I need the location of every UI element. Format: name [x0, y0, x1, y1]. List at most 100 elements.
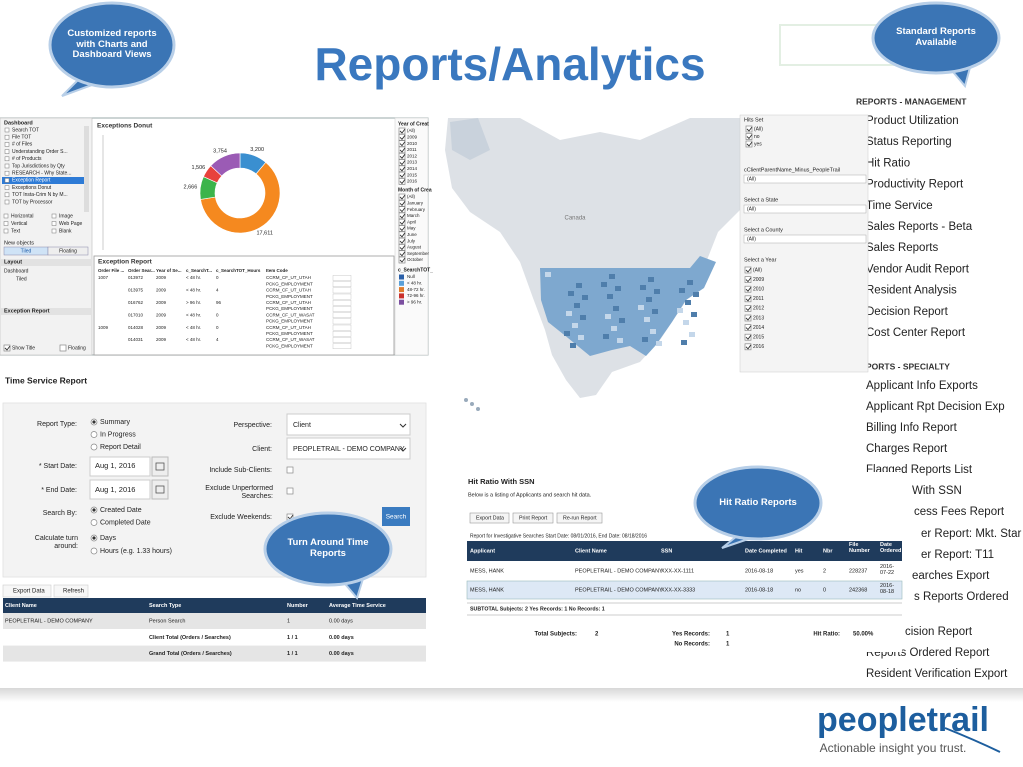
form-label: Client:	[252, 446, 272, 453]
label: February	[407, 207, 426, 212]
label: 96	[216, 300, 222, 305]
map-label: Canada	[564, 216, 586, 222]
select	[743, 174, 867, 184]
table-cell: Person Search	[149, 618, 185, 624]
table-header-cell: Number	[287, 603, 309, 609]
select	[743, 204, 867, 214]
label: Year of Se...	[156, 268, 182, 273]
data-label: 3,200	[250, 147, 264, 153]
report-link: Productivity Report	[866, 179, 964, 191]
map-filter-panel	[739, 114, 869, 373]
button-label: Print Report	[519, 515, 548, 521]
data-label: 1,506	[191, 165, 205, 171]
label: Completed Date	[100, 519, 151, 526]
label: Text	[11, 228, 21, 234]
select	[743, 234, 867, 244]
label: Exception Report	[4, 308, 50, 314]
check	[745, 267, 752, 273]
object-icon	[51, 221, 57, 226]
label: April	[407, 219, 416, 224]
callout-text: Customized reports with Charts and Dashb…	[67, 27, 157, 61]
table-header-cell: Client Name	[575, 548, 607, 554]
check	[399, 153, 406, 159]
check	[746, 134, 753, 140]
label: Summary	[100, 419, 130, 426]
report-link: Hit Ratio	[866, 157, 910, 169]
map-county	[638, 305, 644, 310]
label: Layout	[4, 259, 22, 265]
table-row	[3, 645, 426, 662]
item-icon	[4, 178, 10, 183]
label: Null	[407, 274, 415, 279]
label: Select a State	[744, 197, 778, 203]
label: PCKG_EMPLOYMENT	[266, 294, 313, 299]
label: SUBTOTAL Subjects: 2 Yes Records: 1 No R…	[470, 606, 605, 612]
report-button[interactable]	[512, 512, 554, 524]
cell	[332, 312, 352, 319]
table-cell: 0.00 days	[329, 651, 354, 657]
label: Horizontal	[11, 213, 34, 219]
label: 48-72 hr.	[407, 287, 425, 292]
select	[286, 413, 411, 436]
table-header-cell: Applicant	[470, 548, 495, 554]
label: 016762	[128, 300, 144, 305]
cell	[332, 324, 352, 331]
label: CCRM_CF_UT_UTAH	[266, 275, 311, 280]
calendar-icon	[155, 485, 165, 494]
label: 2009	[156, 288, 167, 293]
table-header-cell: Nbr	[823, 548, 833, 554]
map-county	[605, 314, 611, 319]
form-label: Search By:	[43, 510, 77, 517]
label: June	[407, 232, 417, 237]
label: 0	[216, 312, 219, 317]
label: < 48 hr.	[186, 288, 201, 293]
table-cell: 2	[823, 568, 826, 574]
label: 2014	[753, 325, 764, 331]
check	[399, 245, 406, 251]
label: PCKG_EMPLOYMENT	[266, 319, 313, 324]
label: CCRM_CF_UT_UTAH	[266, 325, 311, 330]
map-county	[646, 297, 652, 302]
map-county	[679, 288, 685, 293]
report-link: Resident Verification Export	[866, 668, 1008, 680]
label: Exceptions Donut	[97, 123, 153, 130]
item-icon	[4, 134, 10, 140]
refresh-button[interactable]	[53, 584, 89, 598]
check	[745, 277, 752, 283]
report-link: Applicant Rpt Decision Exp	[866, 401, 1005, 413]
search-button[interactable]	[382, 507, 410, 526]
checkbox	[744, 324, 752, 331]
table-row	[3, 629, 426, 646]
label: PCKG_EMPLOYMENT	[266, 306, 313, 311]
label: Show Title	[12, 345, 35, 351]
slide-title: Reports/Analytics	[314, 38, 705, 90]
table-cell: 2016-07-22	[880, 564, 894, 576]
form-label: Report Type:	[37, 421, 77, 428]
legend-swatch	[399, 274, 404, 280]
table-header-cell: File Number	[849, 542, 870, 555]
calendar-icon	[155, 462, 165, 471]
label: no	[754, 134, 760, 140]
label: File TOT	[12, 135, 31, 141]
label: Top Jurisdictions by Qty	[12, 163, 65, 169]
radio	[90, 443, 98, 451]
data-label: 17,611	[256, 230, 272, 236]
label: 2009	[753, 277, 764, 283]
object-icon	[3, 228, 9, 234]
report-link: Product Utilization	[866, 115, 959, 127]
report-button[interactable]	[469, 512, 510, 524]
table-cell: 0.00 days	[329, 618, 353, 624]
check	[399, 207, 406, 213]
label: January	[407, 200, 424, 205]
cell	[332, 306, 352, 312]
checkbox	[744, 305, 752, 312]
label: CCRM_CF_UT_WASAT	[266, 337, 315, 342]
report-link: er Report: Mkt. Star	[921, 528, 1022, 540]
report-button[interactable]	[556, 512, 603, 524]
checkbox	[744, 333, 752, 341]
callout-text: Hit Ratio Reports	[719, 496, 797, 508]
export-button[interactable]	[2, 584, 52, 598]
report-link: Charges Report	[866, 443, 948, 455]
cell	[332, 337, 352, 343]
map-county	[615, 286, 621, 291]
